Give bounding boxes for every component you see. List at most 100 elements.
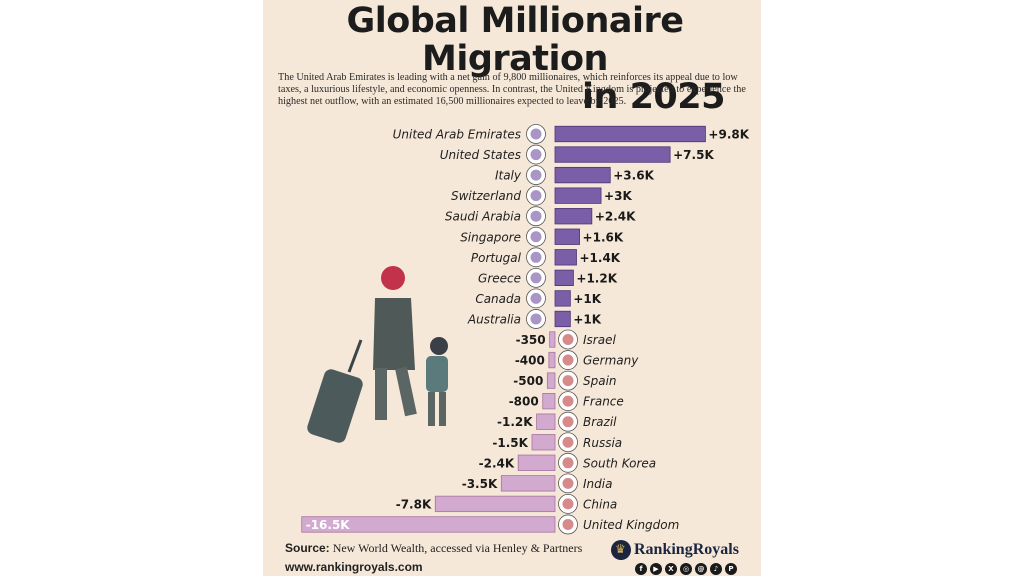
value-label-australia: +1K	[573, 312, 601, 326]
x-icon[interactable]: X	[665, 563, 677, 575]
greece-flag-icon	[526, 267, 546, 288]
uae-flag-icon	[526, 124, 546, 144]
bar-australia	[554, 310, 571, 328]
bar-united-arab-emirates	[554, 125, 706, 143]
country-label-australia: Australia	[467, 312, 521, 326]
bar-france	[542, 392, 556, 410]
bar-united-states	[554, 146, 671, 163]
brand-block: RankingRoyals	[611, 540, 739, 560]
bar-saudi-arabia	[554, 208, 593, 225]
facebook-icon[interactable]: f	[635, 563, 647, 575]
child-leg-right	[439, 392, 446, 426]
value-label-united-states: +7.5K	[673, 148, 714, 162]
south-korea-flag-icon	[558, 452, 578, 473]
us-flag-icon	[526, 144, 546, 165]
value-label-israel: -350	[516, 333, 546, 347]
bar-india	[500, 475, 556, 492]
intro-paragraph: The United Arab Emirates is leading with…	[278, 72, 746, 107]
china-flag-icon	[558, 493, 578, 514]
labels-group: United Arab Emirates +9.8K United States +7…	[306, 128, 750, 532]
israel-flag-icon	[558, 329, 578, 350]
singapore-flag-icon	[526, 226, 546, 247]
uk-flag-icon	[558, 514, 578, 535]
bar-portugal	[554, 249, 577, 266]
country-label-france: France	[583, 395, 624, 409]
value-label-russia: -1.5K	[492, 436, 528, 450]
bar-italy	[554, 166, 611, 184]
brand-name: RankingRoyals	[634, 541, 739, 558]
value-label-italy: +3.6K	[613, 169, 654, 183]
instagram-icon[interactable]: ◎	[680, 563, 692, 575]
crown-logo-icon	[611, 540, 631, 560]
woman-coat	[373, 298, 415, 370]
woman-leg-right	[395, 366, 417, 417]
tiktok-icon[interactable]: ♪	[710, 563, 722, 575]
country-label-russia: Russia	[583, 436, 622, 450]
canada-flag-icon	[526, 288, 546, 309]
portugal-flag-icon	[526, 247, 546, 268]
suitcase	[307, 369, 363, 443]
value-label-united-arab-emirates: +9.8K	[708, 128, 749, 142]
value-label-portugal: +1.4K	[579, 251, 620, 265]
value-label-greece: +1.2K	[576, 271, 617, 285]
child-leg-left	[428, 392, 435, 426]
country-label-china: China	[583, 497, 617, 511]
value-label-canada: +1K	[573, 292, 601, 306]
country-label-italy: Italy	[495, 169, 522, 183]
country-label-south-korea: South Korea	[583, 456, 656, 470]
bar-greece	[554, 269, 574, 287]
migration-bar-chart: United Arab Emirates +9.8K United States +7…	[301, 124, 750, 535]
germany-flag-icon	[558, 350, 578, 370]
australia-flag-icon	[526, 309, 546, 329]
value-label-france: -800	[509, 395, 539, 409]
country-label-singapore: Singapore	[460, 230, 521, 244]
country-label-united-states: United States	[440, 148, 521, 162]
country-label-portugal: Portugal	[471, 251, 522, 265]
bars-group	[301, 125, 706, 533]
youtube-icon[interactable]: ▶	[650, 563, 662, 575]
suitcase-handle	[347, 339, 363, 373]
country-label-canada: Canada	[475, 292, 521, 306]
bar-israel	[549, 331, 556, 348]
brazil-flag-icon	[558, 411, 578, 432]
bar-south-korea	[517, 454, 556, 471]
bar-united-kingdom	[301, 516, 556, 533]
bar-singapore	[554, 228, 580, 245]
value-label-india: -3.5K	[462, 477, 498, 491]
saudi-arabia-flag-icon	[526, 206, 546, 227]
country-label-switzerland: Switzerland	[451, 189, 521, 203]
country-label-greece: Greece	[478, 271, 521, 285]
threads-icon[interactable]: @	[695, 563, 707, 575]
russia-flag-icon	[558, 432, 578, 453]
value-label-germany: -400	[515, 354, 545, 368]
france-flag-icon	[558, 391, 578, 412]
country-label-saudi-arabia: Saudi Arabia	[445, 210, 521, 224]
pinterest-icon[interactable]: P	[725, 563, 737, 575]
country-label-united-arab-emirates: United Arab Emirates	[393, 128, 521, 142]
country-label-spain: Spain	[583, 374, 617, 388]
country-label-united-kingdom: United Kingdom	[583, 518, 679, 532]
woman-leg-left	[375, 368, 387, 420]
bar-brazil	[536, 413, 556, 430]
source-label: Source:	[285, 541, 330, 555]
website-url[interactable]: www.rankingroyals.com	[285, 560, 423, 574]
title-line-1: Global Millionaire Migration	[346, 1, 684, 79]
switzerland-flag-icon	[526, 185, 546, 206]
child-jacket	[426, 356, 448, 392]
country-label-india: India	[583, 477, 612, 491]
child-head	[430, 337, 448, 355]
italy-flag-icon	[526, 165, 546, 186]
social-links: f ▶ X ◎ @ ♪ P	[635, 563, 737, 575]
country-flags	[526, 124, 578, 535]
india-flag-icon	[558, 473, 578, 494]
woman-headscarf	[381, 266, 405, 290]
country-label-israel: Israel	[583, 333, 616, 347]
infographic-panel: Global Millionaire Migration in 2025 The…	[263, 0, 761, 576]
spain-flag-icon	[558, 370, 578, 391]
value-label-switzerland: +3K	[604, 189, 632, 203]
value-label-saudi-arabia: +2.4K	[595, 210, 636, 224]
traveler-illustration	[307, 266, 448, 443]
value-label-singapore: +1.6K	[583, 230, 624, 244]
value-label-united-kingdom: -16.5K	[306, 518, 351, 532]
source-text: New World Wealth, accessed via Henley & …	[332, 541, 583, 555]
